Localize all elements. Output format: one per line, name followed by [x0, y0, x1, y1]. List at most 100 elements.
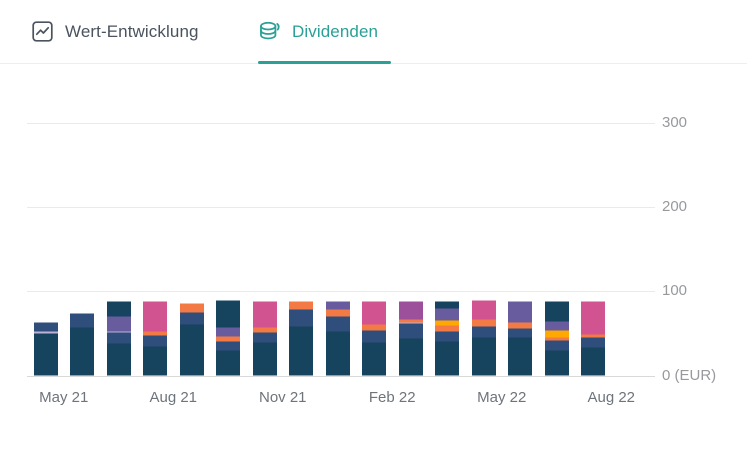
x-axis-label-may-21: May 21	[39, 389, 89, 406]
bar-segment-navy[interactable]	[179, 324, 204, 376]
bar-segment-slate[interactable]	[508, 328, 532, 338]
bar-segment-violet[interactable]	[216, 327, 240, 337]
bar-segment-slate[interactable]	[471, 326, 496, 338]
bar-may-22[interactable]	[471, 300, 496, 376]
bar-segment-navy[interactable]	[216, 300, 240, 328]
bar-segment-navy[interactable]	[471, 337, 496, 376]
bar-segment-navy[interactable]	[289, 326, 313, 376]
active-tab-indicator	[258, 61, 391, 64]
bar-apr-22[interactable]	[435, 301, 459, 376]
bar-segment-slate[interactable]	[362, 330, 386, 343]
x-axis-label-feb-22: Feb 22	[368, 389, 416, 406]
bar-segment-navy[interactable]	[581, 347, 605, 376]
bar-segment-navy[interactable]	[252, 342, 277, 376]
bar-jul-21[interactable]	[106, 301, 131, 376]
bar-segment-slate[interactable]	[289, 309, 313, 327]
y-axis-label: 300	[662, 113, 688, 131]
bar-segment-violet[interactable]	[508, 301, 532, 323]
bar-segment-navy[interactable]	[544, 350, 569, 376]
bar-jun-21[interactable]	[70, 301, 94, 376]
tab-wert-entwicklung[interactable]: Wert-Entwicklung	[31, 0, 199, 63]
bar-segment-amber[interactable]	[435, 320, 459, 326]
bar-segment-pink[interactable]	[362, 301, 386, 325]
bar-segment-orange[interactable]	[252, 327, 277, 333]
bar-segment-orange[interactable]	[544, 337, 569, 341]
bar-jan-22[interactable]	[325, 301, 350, 376]
bar-segment-orange[interactable]	[508, 322, 532, 329]
bar-segment-navy[interactable]	[33, 333, 58, 376]
bar-segment-slate[interactable]	[216, 341, 240, 351]
bar-segment-violet[interactable]	[435, 308, 459, 321]
bar-segment-navy[interactable]	[106, 343, 131, 376]
bar-aug-22[interactable]	[581, 301, 605, 376]
bar-segment-slate[interactable]	[106, 332, 131, 344]
bar-segment-orange[interactable]	[435, 325, 459, 332]
bar-nov-21[interactable]	[252, 301, 277, 376]
bar-segment-navy[interactable]	[106, 301, 131, 317]
coins-icon	[260, 21, 280, 40]
y-axis-label: 0 (EUR)	[662, 366, 717, 384]
bar-segment-orange[interactable]	[581, 334, 605, 338]
x-axis-label-aug-21: Aug 21	[149, 389, 198, 406]
line-chart-icon	[32, 21, 53, 42]
bar-mar-22[interactable]	[398, 301, 423, 376]
bar-segment-navy[interactable]	[70, 327, 94, 376]
bar-segment-slate[interactable]	[398, 323, 423, 339]
bar-segment-navy[interactable]	[216, 350, 240, 376]
bar-segment-navy[interactable]	[398, 338, 423, 376]
bar-segment-navy[interactable]	[435, 341, 459, 376]
bar-segment-slate[interactable]	[435, 331, 459, 342]
bar-segment-slate[interactable]	[544, 340, 569, 351]
bar-segment-orange[interactable]	[325, 309, 350, 317]
bar-segment-violet[interactable]	[325, 301, 350, 310]
bar-segment-lavender[interactable]	[106, 331, 131, 333]
bar-segment-orange[interactable]	[398, 319, 423, 323]
tab-dividenden[interactable]: Dividenden	[258, 0, 378, 63]
bar-segment-slate[interactable]	[325, 316, 350, 332]
bar-segment-slate[interactable]	[581, 337, 605, 348]
y-axis-label: 200	[662, 197, 688, 215]
bar-segment-pink[interactable]	[471, 300, 496, 320]
bar-segment-navy[interactable]	[508, 337, 532, 376]
bar-segment-pink[interactable]	[143, 301, 167, 332]
bar-aug-21[interactable]	[143, 301, 167, 376]
bar-jun-22[interactable]	[508, 301, 532, 376]
bar-segment-navy[interactable]	[362, 342, 386, 376]
tab-label-wert-entwicklung: Wert-Entwicklung	[65, 21, 199, 41]
bar-segment-slate[interactable]	[179, 312, 204, 325]
bar-segment-navy[interactable]	[544, 301, 569, 322]
bar-segment-slate[interactable]	[252, 332, 277, 343]
bar-oct-21[interactable]	[216, 300, 240, 376]
bar-segment-orange[interactable]	[471, 319, 496, 327]
bar-jul-22[interactable]	[544, 301, 569, 376]
bar-segment-navy[interactable]	[435, 301, 459, 309]
bar-segment-slate[interactable]	[143, 335, 167, 347]
x-axis-label-aug-22: Aug 22	[587, 389, 636, 406]
tab-label-dividenden: Dividenden	[292, 21, 379, 41]
bar-segment-orange[interactable]	[216, 336, 240, 342]
bar-segment-amber[interactable]	[544, 330, 569, 338]
bar-segment-violet[interactable]	[544, 321, 569, 331]
bar-segment-violet[interactable]	[106, 316, 131, 332]
bar-segment-orange[interactable]	[289, 301, 313, 310]
bar-segment-slate[interactable]	[33, 322, 58, 332]
bar-segment-pink[interactable]	[581, 301, 605, 335]
bar-sep-21[interactable]	[179, 301, 204, 376]
bar-segment-orchid[interactable]	[398, 301, 423, 320]
bar-dec-21[interactable]	[289, 301, 313, 376]
bar-segment-navy[interactable]	[325, 331, 350, 376]
bar-segment-pink[interactable]	[252, 301, 277, 328]
bar-segment-slate[interactable]	[70, 313, 94, 328]
bar-segment-lavender[interactable]	[398, 322, 423, 324]
bar-may-21[interactable]	[33, 301, 58, 376]
bar-segment-orange[interactable]	[179, 303, 204, 313]
bar-segment-orange[interactable]	[143, 331, 167, 336]
bar-segment-orange[interactable]	[362, 324, 386, 331]
bar-segment-navy[interactable]	[143, 346, 167, 376]
bar-feb-22[interactable]	[362, 301, 386, 376]
gridline-100	[27, 291, 655, 293]
y-axis-label: 100	[662, 282, 688, 300]
bar-segment-lavender[interactable]	[33, 331, 58, 334]
gridline-200	[27, 206, 655, 208]
